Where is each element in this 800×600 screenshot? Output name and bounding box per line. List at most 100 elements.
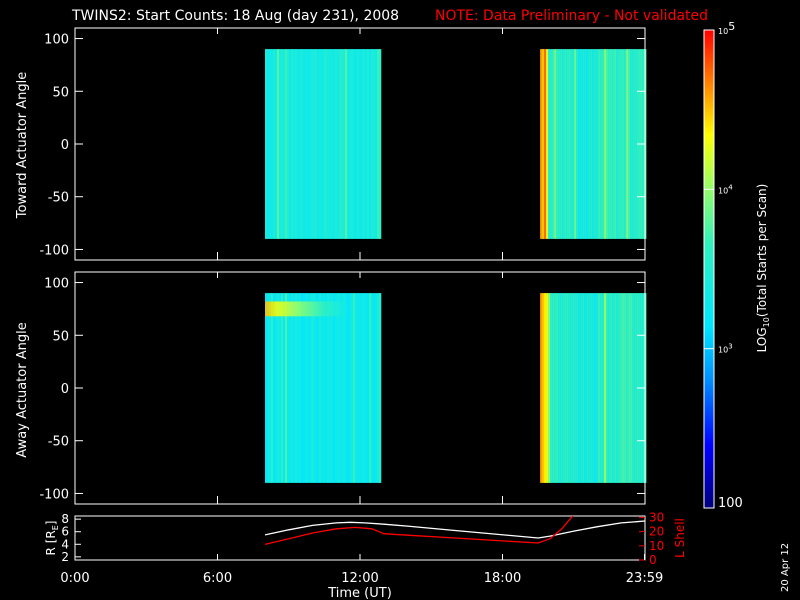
heatmap-column	[590, 293, 593, 483]
heatmap-hot-band	[269, 301, 272, 317]
heatmap-column	[339, 49, 342, 239]
heatmap-column	[331, 49, 334, 239]
heatmap-column	[291, 293, 294, 483]
heatmap-column	[275, 49, 278, 239]
heatmap-column	[600, 49, 603, 239]
colorbar-tick-label: 104	[718, 183, 733, 195]
l-shell-tick-label: 20	[649, 525, 664, 539]
heatmap-column	[632, 49, 635, 239]
heatmap-column	[584, 293, 587, 483]
heatmap-hot-band	[335, 301, 338, 317]
heatmap-column	[361, 293, 364, 483]
heatmap-column	[363, 49, 366, 239]
heatmap-column	[562, 49, 565, 239]
colorbar-gradient	[704, 30, 714, 508]
heatmap-column	[550, 293, 553, 483]
heatmap-column	[578, 49, 581, 239]
heatmap-column	[359, 293, 362, 483]
heatmap-column	[544, 49, 547, 239]
heatmap-column	[371, 49, 374, 239]
heatmap-column	[540, 49, 543, 239]
heatmap-column	[596, 49, 599, 239]
heatmap-column	[271, 49, 274, 239]
heatmap-column	[295, 49, 298, 239]
time-tick-label: 18:00	[484, 571, 521, 586]
heatmap-column	[321, 49, 324, 239]
heatmap-column	[351, 49, 354, 239]
heatmap-hot-band	[321, 301, 324, 317]
heatmap-column	[590, 49, 593, 239]
toward-heatmap-data	[265, 49, 647, 239]
heatmap-column	[357, 49, 360, 239]
heatmap-column	[361, 49, 364, 239]
heatmap-column	[301, 293, 304, 483]
heatmap-hot-band	[319, 301, 322, 317]
heatmap-column	[377, 49, 380, 239]
heatmap-column	[273, 49, 276, 239]
colorbar-ticks: 100 103 104 105	[704, 20, 743, 511]
heatmap-column	[307, 49, 310, 239]
heatmap-column	[612, 49, 615, 239]
heatmap-column	[297, 293, 300, 483]
heatmap-column	[622, 293, 625, 483]
heatmap-column	[622, 49, 625, 239]
heatmap-column	[608, 293, 611, 483]
heatmap-column	[325, 293, 328, 483]
heatmap-column	[592, 49, 595, 239]
heatmap-column	[620, 293, 623, 483]
heatmap-column	[628, 293, 631, 483]
heatmap-column	[299, 49, 302, 239]
heatmap-column	[311, 293, 314, 483]
heatmap-column	[576, 49, 579, 239]
heatmap-column	[337, 293, 340, 483]
heatmap-column	[333, 49, 336, 239]
heatmap-column	[626, 293, 629, 483]
heatmap-column	[335, 49, 338, 239]
heatmap-column	[594, 293, 597, 483]
heatmap-column	[267, 49, 270, 239]
heatmap-column	[351, 293, 354, 483]
heatmap-column	[309, 293, 312, 483]
heatmap-hot-band	[289, 301, 292, 317]
heatmap-hot-band	[279, 301, 282, 317]
heatmap-column	[379, 49, 382, 239]
heatmap-hot-band	[293, 301, 296, 317]
heatmap-column	[305, 49, 308, 239]
heatmap-column	[552, 49, 555, 239]
heatmap-column	[604, 293, 607, 483]
heatmap-column	[357, 293, 360, 483]
y-tick-label: 0	[61, 382, 69, 397]
colorbar-label: LOG10(Total Starts per Scan)	[755, 184, 771, 353]
heatmap-column	[371, 293, 374, 483]
heatmap-column	[630, 49, 633, 239]
heatmap-column	[556, 293, 559, 483]
l-shell-tick-label: 30	[649, 510, 664, 524]
heatmap-column	[315, 49, 318, 239]
heatmap-column	[574, 293, 577, 483]
heatmap-column	[564, 49, 567, 239]
heatmap-hot-band	[283, 301, 286, 317]
heatmap-column	[281, 49, 284, 239]
heatmap-column	[588, 293, 591, 483]
toward-y-axis: 100 50 0 -50 -100	[39, 28, 646, 260]
heatmap-hot-band	[327, 301, 330, 317]
heatmap-hot-band	[299, 301, 302, 317]
heatmap-column	[608, 49, 611, 239]
heatmap-column	[271, 293, 274, 483]
heatmap-column	[572, 293, 575, 483]
heatmap-hot-band	[337, 301, 340, 317]
heatmap-column	[562, 293, 565, 483]
y-tick-label: -100	[39, 243, 69, 258]
heatmap-column	[556, 49, 559, 239]
time-tick-label: 0:00	[60, 571, 89, 586]
heatmap-column	[614, 49, 617, 239]
heatmap-column	[277, 293, 280, 483]
heatmap-column	[614, 293, 617, 483]
heatmap-column	[277, 49, 280, 239]
heatmap-column	[600, 293, 603, 483]
heatmap-column	[347, 49, 350, 239]
heatmap-column	[363, 293, 366, 483]
heatmap-column	[564, 293, 567, 483]
time-tick-label: 12:00	[341, 571, 378, 586]
